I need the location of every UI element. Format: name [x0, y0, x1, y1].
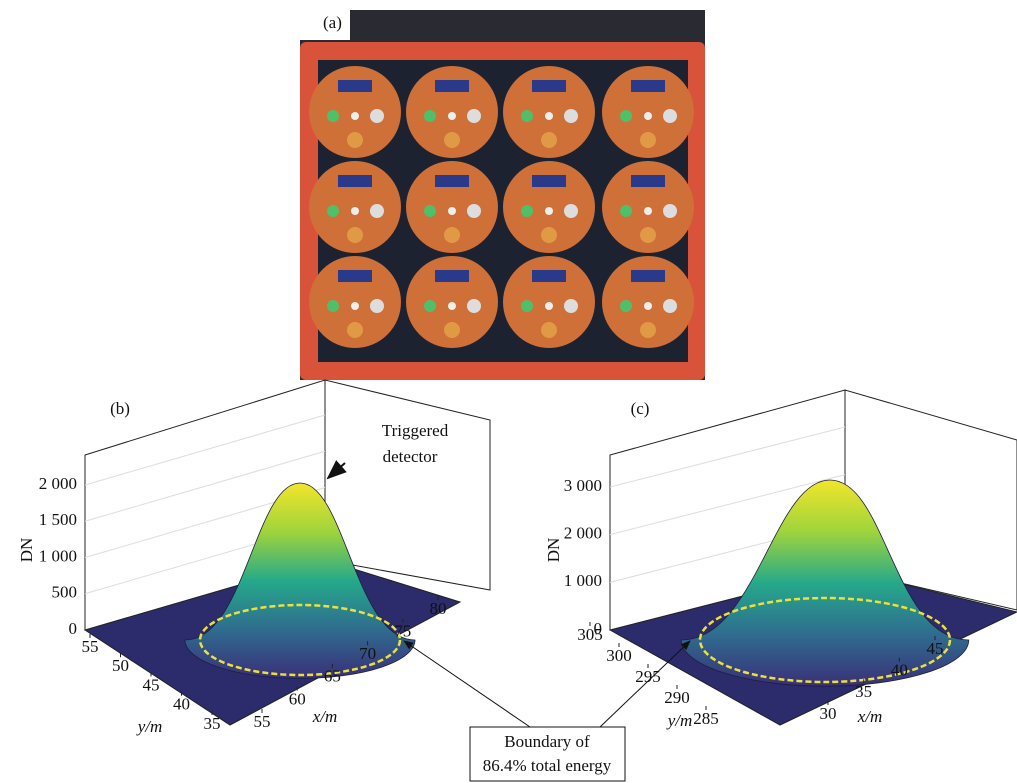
z-tick-label: 2 000 [564, 524, 602, 543]
x-tick-label: 35 [855, 682, 872, 701]
panel-label: (b) [110, 399, 130, 418]
x-tick-label: 45 [927, 639, 944, 658]
z-axis-title: DN [544, 538, 563, 563]
grid-line [609, 474, 846, 536]
z-tick-label: 1 500 [39, 510, 77, 529]
side-wall [324, 379, 491, 591]
energy-boundary [698, 596, 952, 684]
z-tick-label: 1 000 [39, 546, 77, 565]
x-tick-label: 80 [430, 599, 447, 618]
x-tick-label: 40 [891, 661, 908, 680]
x-tick-label: 65 [324, 667, 341, 686]
callout-text: Boundary of [504, 732, 590, 751]
surface [184, 482, 416, 679]
x-axis-title: x/m [857, 707, 883, 726]
y-tick-label: 290 [664, 688, 690, 707]
y-tick-label: 40 [173, 695, 190, 714]
annotation: Triggered [382, 421, 449, 440]
energy-boundary [198, 603, 402, 677]
panel-label: (a) [323, 13, 342, 32]
z-tick-label: 1 000 [564, 571, 602, 590]
x-axis-title: x/m [312, 707, 338, 726]
callout-arrow [599, 640, 691, 728]
y-tick-label: 35 [204, 714, 221, 733]
grid-line [609, 426, 846, 488]
callout-arrow [403, 640, 531, 728]
z-tick-label: 500 [52, 583, 78, 602]
z-tick-label: 3 000 [564, 476, 602, 495]
z-tick-label: 0 [594, 619, 603, 638]
plot: 0 500 1 000 1 500 2 000 35 40 45 50 55 55 60 65 70 75 8… [17, 379, 491, 736]
callout-box [469, 726, 626, 782]
z-axis-title: DN [17, 538, 36, 563]
x-tick-label: 75 [394, 622, 411, 641]
photo [300, 10, 705, 380]
y-tick-label: 305 [577, 625, 603, 644]
annotation-arrow [326, 460, 347, 480]
y-tick-label: 45 [143, 675, 160, 694]
annotation: detector [383, 447, 438, 466]
x-tick-label: 60 [289, 689, 306, 708]
x-tick-label: 70 [359, 644, 376, 663]
surface [680, 479, 970, 687]
y-tick-label: 50 [112, 656, 129, 675]
y-axis-title: y/m [666, 711, 693, 730]
y-tick-label: 285 [693, 709, 719, 728]
y-axis-title: y/m [136, 717, 163, 736]
y-tick-label: 55 [82, 637, 99, 656]
x-tick-label: 55 [254, 712, 271, 731]
grid-line [84, 450, 326, 522]
x-tick-label: 30 [820, 704, 837, 723]
z-tick-label: 2 000 [39, 474, 77, 493]
y-tick-label: 300 [606, 646, 632, 665]
grid-line [84, 414, 326, 486]
z-tick-label: 0 [69, 619, 78, 638]
callout-text: 86.4% total energy [483, 756, 612, 775]
panel-label: (c) [631, 399, 650, 418]
y-tick-label: 295 [635, 667, 661, 686]
